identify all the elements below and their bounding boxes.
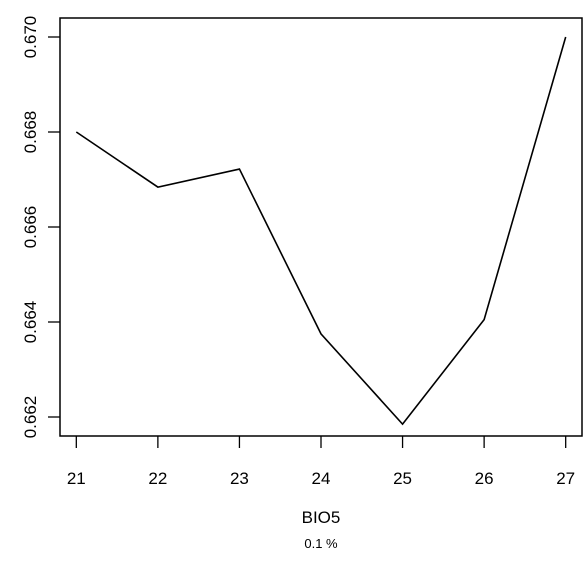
x-tick-label-24: 24 xyxy=(312,469,331,488)
x-tick-label-21: 21 xyxy=(67,469,86,488)
x-tick-label-22: 22 xyxy=(148,469,167,488)
y-axis: 0.662 0.664 0.666 0.668 0.670 xyxy=(21,16,60,439)
y-tick-label-0.670: 0.670 xyxy=(21,16,40,59)
y-tick-label-0.662: 0.662 xyxy=(21,396,40,439)
series-line-0 xyxy=(76,37,565,424)
x-tick-label-27: 27 xyxy=(556,469,575,488)
x-tick-label-26: 26 xyxy=(475,469,494,488)
x-tick-label-23: 23 xyxy=(230,469,249,488)
caption: 0.1 % xyxy=(304,536,338,551)
y-tick-label-0.668: 0.668 xyxy=(21,111,40,154)
x-tick-label-25: 25 xyxy=(393,469,412,488)
series-layer xyxy=(76,37,566,424)
y-tick-label-0.666: 0.666 xyxy=(21,206,40,249)
x-axis-title: BIO5 xyxy=(302,508,341,527)
x-axis: 21 22 23 24 25 26 27 xyxy=(67,436,575,488)
y-tick-label-0.664: 0.664 xyxy=(21,301,40,344)
plot-frame xyxy=(60,18,582,436)
